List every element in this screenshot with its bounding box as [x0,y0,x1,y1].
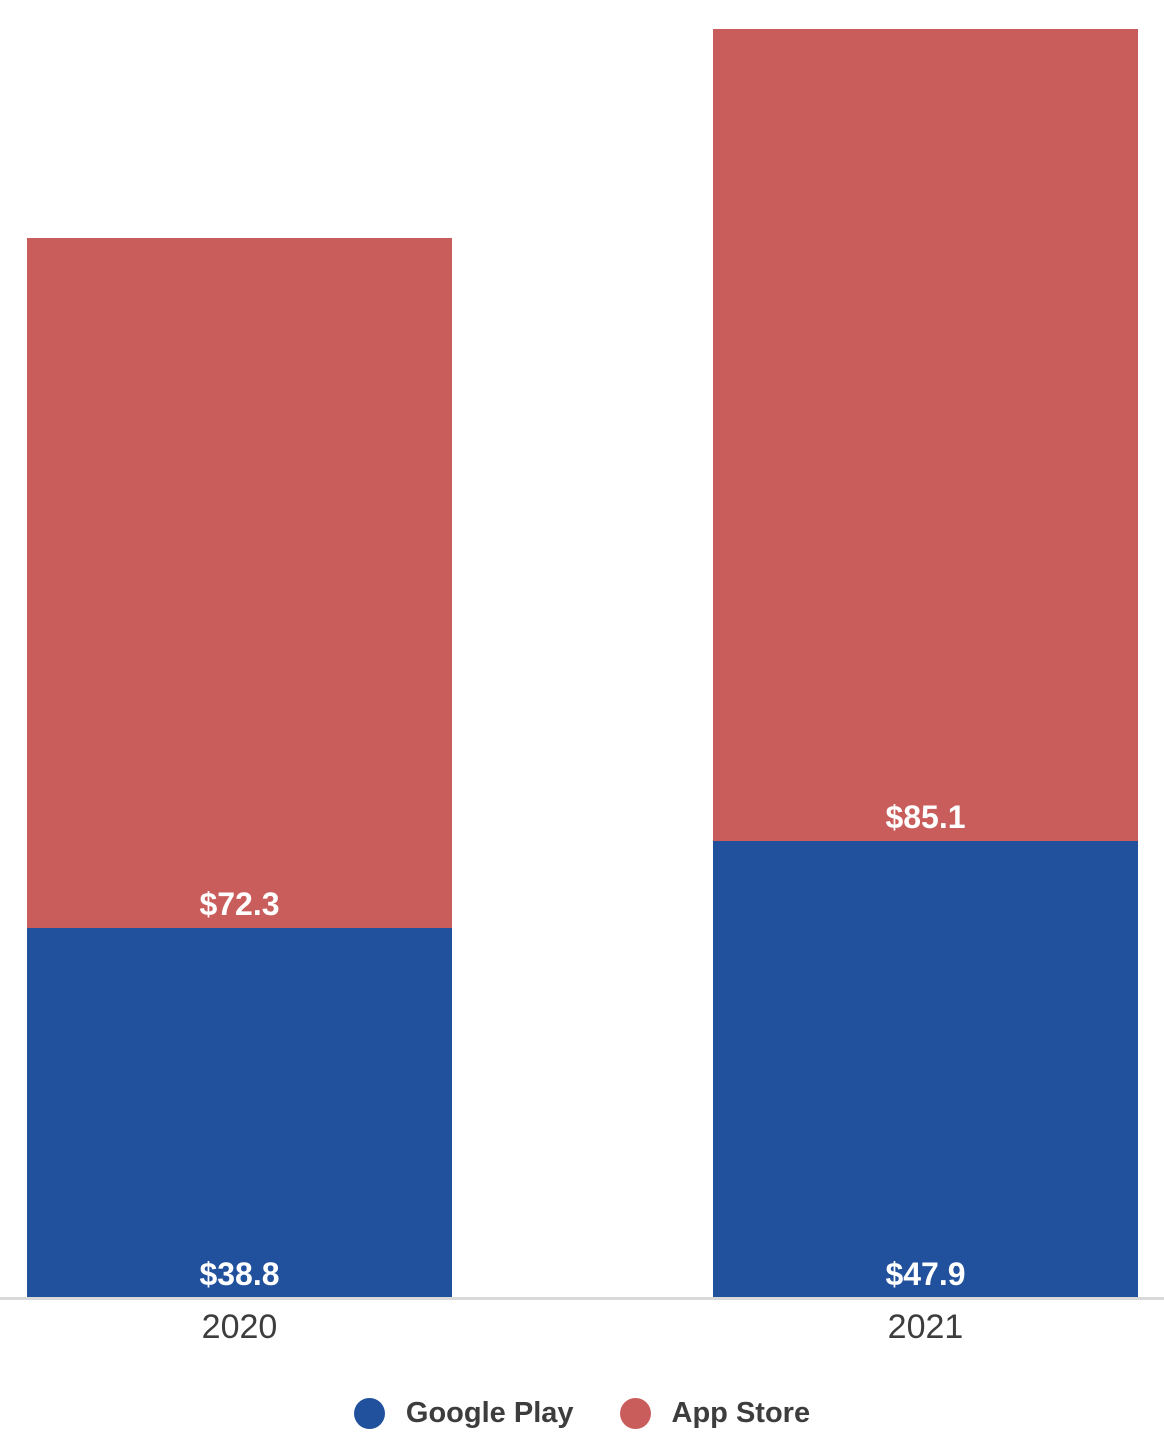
x-axis-baseline [0,1297,1164,1300]
bar-segment-app-store-2020: $72.3 [27,238,452,928]
legend-item-app-store: App Store [619,1397,811,1429]
legend-label-google-play: Google Play [405,1397,574,1429]
bar-segment-google-play-2020: $38.8 [27,928,452,1298]
value-label-app-store-2021: $85.1 [885,799,966,835]
x-tick-label-2020: 2020 [201,1308,278,1346]
bar-segment-google-play-2021: $47.9 [713,841,1138,1298]
legend-swatch-app-store [619,1398,651,1429]
legend: Google Play App Store [0,1398,1164,1429]
value-label-google-play-2021: $47.9 [885,1256,966,1292]
plot-area: $38.8 $72.3 $47.9 $85.1 [27,29,1138,1298]
legend-item-google-play: Google Play [353,1397,574,1429]
value-label-google-play-2020: $38.8 [199,1256,280,1292]
legend-label-app-store: App Store [671,1397,811,1429]
bar-segment-app-store-2021: $85.1 [713,29,1138,841]
value-label-app-store-2020: $72.3 [199,886,280,922]
x-tick-label-2021: 2021 [887,1308,964,1346]
legend-swatch-google-play [353,1398,385,1429]
